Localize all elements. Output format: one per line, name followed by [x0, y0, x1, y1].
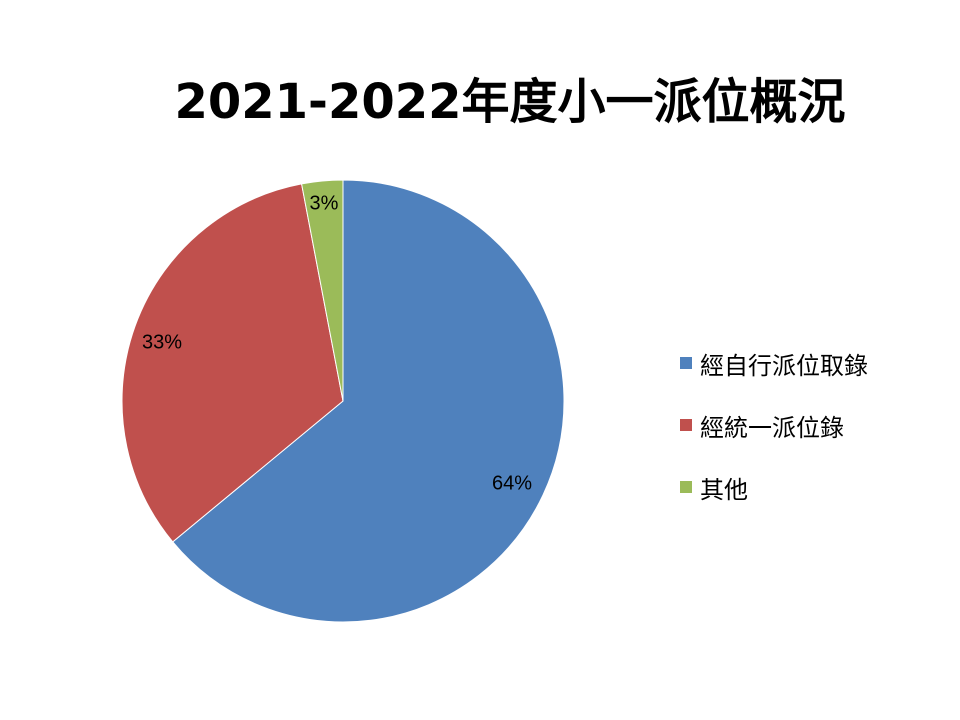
legend: 經自行派位取錄 經統一派位錄 其他 [680, 343, 868, 529]
legend-swatch [680, 481, 692, 493]
legend-swatch [680, 419, 692, 431]
chart-title: 2021-2022年度小一派位概況 [174, 74, 846, 130]
legend-item: 經統一派位錄 [680, 405, 868, 445]
legend-label: 經統一派位錄 [700, 413, 844, 442]
pie-slice [301, 179, 344, 402]
data-label: 64% [492, 472, 532, 494]
legend-swatch [680, 357, 692, 369]
data-label: 3% [310, 192, 339, 214]
legend-item: 經自行派位取錄 [680, 343, 868, 383]
data-label: 33% [142, 331, 182, 353]
legend-label: 經自行派位取錄 [700, 351, 868, 380]
pie-slice [172, 179, 565, 623]
legend-label: 其他 [700, 475, 748, 504]
pie-slice [121, 183, 344, 543]
legend-item: 其他 [680, 467, 868, 507]
